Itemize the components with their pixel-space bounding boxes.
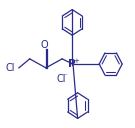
Text: P: P (68, 59, 76, 69)
Text: Cl: Cl (57, 74, 66, 84)
Text: +: + (73, 58, 79, 64)
Text: O: O (40, 40, 48, 50)
Text: Cl: Cl (5, 63, 15, 73)
Text: ⁻: ⁻ (64, 74, 68, 80)
